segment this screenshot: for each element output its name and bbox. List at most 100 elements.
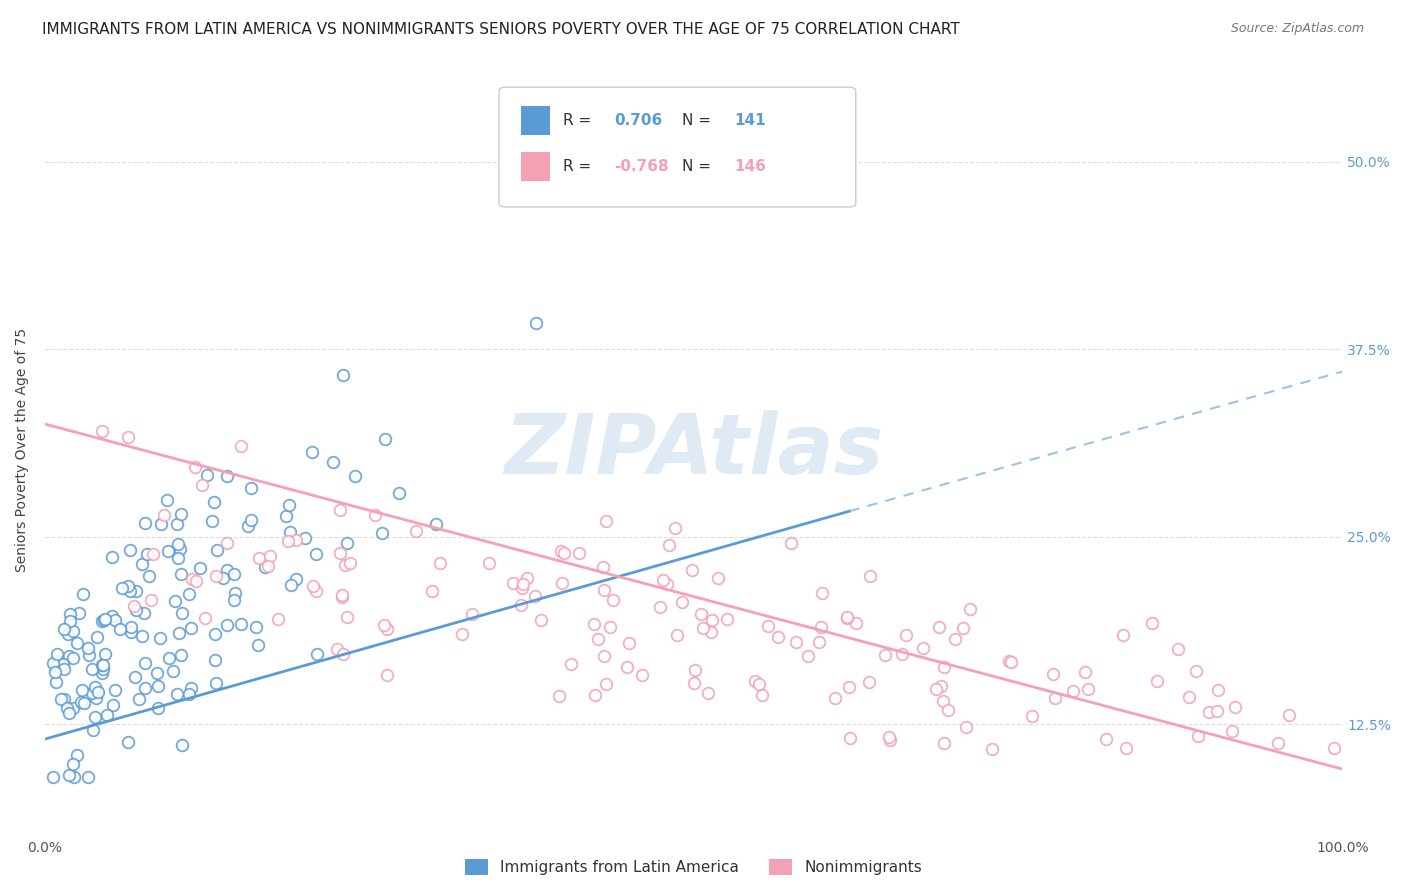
Point <box>671 595 693 609</box>
Point <box>84 710 107 724</box>
Point <box>648 600 671 615</box>
Point <box>204 653 226 667</box>
Y-axis label: Seniors Poverty Over the Age of 75: Seniors Poverty Over the Age of 75 <box>15 328 30 573</box>
Point <box>1267 736 1289 750</box>
Point <box>91 662 114 676</box>
Point <box>172 739 194 753</box>
Text: IMMIGRANTS FROM LATIN AMERICA VS NONIMMIGRANTS SENIORS POVERTY OVER THE AGE OF 7: IMMIGRANTS FROM LATIN AMERICA VS NONIMMI… <box>42 22 960 37</box>
Point <box>217 536 239 550</box>
Point <box>560 657 582 671</box>
Point <box>810 620 832 634</box>
Point <box>163 594 186 608</box>
Point <box>215 563 238 577</box>
Point <box>837 609 859 624</box>
Point <box>1077 682 1099 697</box>
Point <box>167 626 190 640</box>
Point <box>82 723 104 737</box>
Point <box>166 517 188 532</box>
Point <box>655 576 678 591</box>
Point <box>666 628 689 642</box>
Point <box>388 486 411 500</box>
Point <box>929 679 952 693</box>
Point <box>1042 667 1064 681</box>
Text: -0.768: -0.768 <box>614 160 669 174</box>
Point <box>548 690 571 704</box>
Point <box>224 593 246 607</box>
Point <box>131 629 153 643</box>
Point <box>858 675 880 690</box>
Point <box>277 498 299 512</box>
Point <box>120 583 142 598</box>
Point <box>928 620 950 634</box>
Point <box>91 424 114 438</box>
Point <box>1115 741 1137 756</box>
FancyBboxPatch shape <box>522 106 550 135</box>
Point <box>204 627 226 641</box>
Point <box>134 656 156 670</box>
Point <box>44 665 66 680</box>
Point <box>568 546 591 560</box>
Point <box>1062 683 1084 698</box>
Point <box>201 514 224 528</box>
Point <box>82 661 104 675</box>
Point <box>141 593 163 607</box>
Point <box>104 613 127 627</box>
Point <box>1198 706 1220 720</box>
Text: 141: 141 <box>734 113 765 128</box>
Point <box>700 613 723 627</box>
Point <box>56 627 79 641</box>
Point <box>150 516 173 531</box>
Point <box>304 584 326 599</box>
Point <box>93 613 115 627</box>
Point <box>824 690 846 705</box>
Point <box>82 686 104 700</box>
Point <box>332 647 354 661</box>
Point <box>58 649 80 664</box>
Text: Source: ZipAtlas.com: Source: ZipAtlas.com <box>1230 22 1364 36</box>
Point <box>53 662 76 676</box>
Point <box>302 579 325 593</box>
Point <box>859 569 882 583</box>
Point <box>180 621 202 635</box>
Point <box>134 681 156 696</box>
Text: 0.706: 0.706 <box>614 113 662 128</box>
Legend: Immigrants from Latin America, Nonimmigrants: Immigrants from Latin America, Nonimmigr… <box>457 852 929 883</box>
Point <box>450 626 472 640</box>
Point <box>117 579 139 593</box>
Point <box>1000 655 1022 669</box>
Point <box>181 572 204 586</box>
Point <box>652 573 675 587</box>
Point <box>658 538 681 552</box>
Point <box>204 676 226 690</box>
Point <box>512 576 534 591</box>
Point <box>478 556 501 570</box>
Point <box>257 559 280 574</box>
Point <box>780 536 803 550</box>
Point <box>146 701 169 715</box>
Point <box>429 556 451 570</box>
Point <box>751 689 773 703</box>
Point <box>932 693 955 707</box>
Point <box>797 649 820 664</box>
Point <box>364 508 387 522</box>
Point <box>76 770 98 784</box>
Point <box>894 628 917 642</box>
Point <box>756 619 779 633</box>
Point <box>267 612 290 626</box>
Point <box>94 612 117 626</box>
Point <box>91 614 114 628</box>
Point <box>553 546 575 560</box>
Point <box>1167 642 1189 657</box>
Point <box>879 732 901 747</box>
Point <box>344 469 367 483</box>
Point <box>1205 704 1227 718</box>
Point <box>180 681 202 695</box>
Point <box>245 620 267 634</box>
Point <box>42 656 65 670</box>
Point <box>335 558 357 572</box>
Point <box>550 544 572 558</box>
Point <box>84 690 107 705</box>
Point <box>912 640 935 655</box>
Point <box>132 606 155 620</box>
Point <box>285 533 308 547</box>
